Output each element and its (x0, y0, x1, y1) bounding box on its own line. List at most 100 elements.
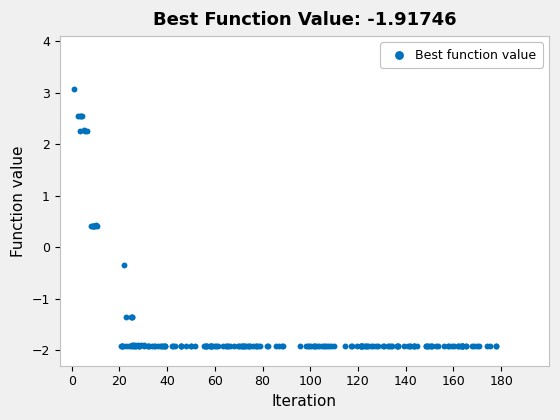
Best function value (181, 343, 190, 349)
Best function value (143, 342, 152, 349)
Best function value (210, 342, 219, 349)
Best function value (239, 342, 248, 349)
Best function value (423, 342, 432, 349)
Best function value (473, 343, 482, 349)
Best function value (422, 342, 431, 349)
Best function value (400, 343, 409, 349)
X-axis label: Iteration: Iteration (272, 394, 337, 409)
Best function value (75, 113, 84, 119)
Best function value (439, 343, 448, 349)
Best function value (222, 343, 231, 349)
Best function value (200, 343, 209, 349)
Best function value (186, 342, 195, 349)
Best function value (383, 343, 392, 349)
Best function value (134, 342, 143, 349)
Best function value (317, 343, 326, 349)
Best function value (272, 342, 281, 349)
Best function value (191, 343, 200, 349)
Best function value (127, 342, 136, 349)
Best function value (153, 342, 162, 349)
Best function value (127, 313, 136, 320)
Best function value (310, 343, 319, 349)
Best function value (434, 342, 443, 349)
Best function value (234, 343, 242, 349)
Best function value (255, 343, 264, 349)
Best function value (221, 343, 230, 349)
Best function value (92, 222, 101, 229)
Best function value (239, 342, 248, 349)
Best function value (385, 343, 394, 349)
Best function value (213, 343, 222, 349)
Best function value (450, 343, 459, 349)
Best function value (91, 222, 100, 229)
Best function value (358, 342, 367, 349)
Best function value (445, 342, 454, 349)
Best function value (202, 343, 211, 349)
Best function value (157, 343, 166, 349)
Y-axis label: Function value: Function value (11, 145, 26, 257)
Best function value (206, 343, 214, 349)
Best function value (248, 342, 257, 349)
Best function value (459, 342, 468, 349)
Best function value (200, 342, 209, 349)
Best function value (76, 113, 85, 120)
Best function value (73, 113, 82, 120)
Best function value (87, 223, 96, 229)
Best function value (410, 342, 419, 349)
Best function value (309, 343, 318, 349)
Best function value (454, 342, 463, 349)
Best function value (88, 222, 97, 229)
Best function value (135, 342, 144, 349)
Best function value (129, 342, 138, 349)
Best function value (491, 342, 500, 349)
Best function value (130, 342, 139, 349)
Best function value (136, 342, 145, 349)
Best function value (120, 262, 129, 269)
Best function value (82, 127, 91, 134)
Best function value (156, 343, 165, 349)
Best function value (421, 343, 430, 349)
Best function value (125, 342, 134, 349)
Best function value (202, 343, 211, 349)
Best function value (150, 342, 158, 349)
Best function value (159, 343, 168, 349)
Best function value (117, 343, 126, 349)
Best function value (122, 342, 130, 349)
Best function value (357, 342, 366, 349)
Best function value (274, 343, 283, 349)
Best function value (374, 343, 382, 349)
Best function value (393, 343, 402, 349)
Best function value (207, 342, 216, 349)
Best function value (340, 343, 349, 349)
Best function value (80, 127, 89, 134)
Best function value (403, 342, 412, 349)
Best function value (431, 343, 440, 349)
Best function value (423, 342, 432, 349)
Best function value (236, 343, 245, 349)
Best function value (322, 343, 331, 349)
Best function value (244, 343, 253, 349)
Best function value (302, 342, 311, 349)
Best function value (457, 343, 466, 349)
Best function value (134, 342, 143, 349)
Best function value (226, 342, 235, 349)
Best function value (458, 343, 467, 349)
Best function value (413, 342, 422, 349)
Best function value (353, 342, 362, 349)
Best function value (241, 342, 250, 349)
Best function value (278, 342, 287, 349)
Best function value (128, 314, 137, 320)
Best function value (117, 342, 126, 349)
Best function value (482, 343, 491, 349)
Best function value (405, 342, 414, 349)
Best function value (170, 343, 179, 349)
Best function value (426, 343, 435, 349)
Best function value (128, 313, 137, 320)
Best function value (239, 343, 248, 349)
Best function value (456, 342, 465, 349)
Best function value (458, 342, 466, 349)
Best function value (357, 343, 366, 349)
Best function value (127, 342, 136, 349)
Best function value (81, 127, 90, 134)
Best function value (218, 342, 227, 349)
